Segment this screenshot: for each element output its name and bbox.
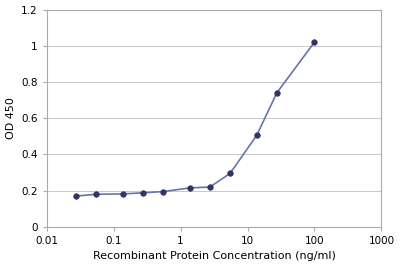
Y-axis label: OD 450: OD 450 [6,97,16,139]
X-axis label: Recombinant Protein Concentration (ng/ml): Recombinant Protein Concentration (ng/ml… [93,252,336,261]
